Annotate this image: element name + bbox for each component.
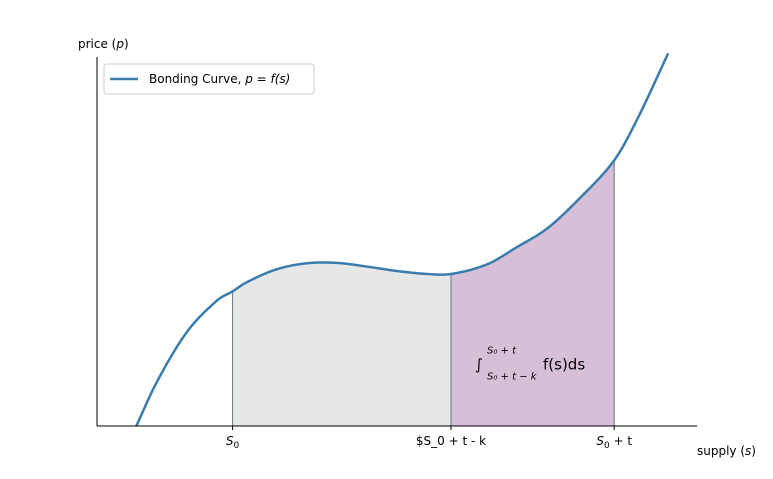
- integral-upper-limit: S₀ + t: [487, 345, 517, 356]
- integral-lower-limit: S₀ + t − k: [487, 371, 538, 382]
- x-tick-label-1: S0: [226, 434, 240, 451]
- x-axis-label: supply (s): [697, 444, 756, 458]
- legend-box: [103, 63, 315, 95]
- integral-annotation: ∫ S₀ + t S₀ + t − k f(s)ds: [475, 345, 585, 382]
- axis-labels: price (p) supply (s): [78, 37, 756, 458]
- shaded-region-1: [232, 262, 451, 426]
- bonding-curve-line: [135, 52, 670, 426]
- x-tick-label-3: S0 + t: [596, 434, 632, 451]
- integrand: f(s)ds: [543, 355, 585, 373]
- curve-layer: [135, 52, 670, 426]
- y-axis-label: price (p): [78, 37, 129, 51]
- legend-label: Bonding Curve, p = f(s): [149, 72, 290, 86]
- shaded-region-2: [451, 160, 615, 426]
- shaded-regions: [232, 160, 615, 426]
- legend: Bonding Curve, p = f(s): [103, 63, 315, 95]
- x-tick-label-2: $S_0 + t - k: [416, 434, 486, 448]
- axes: [96, 57, 697, 427]
- x-ticks: S0 $S_0 + t - k S0 + t: [226, 426, 632, 451]
- integral-sign: ∫: [475, 355, 483, 373]
